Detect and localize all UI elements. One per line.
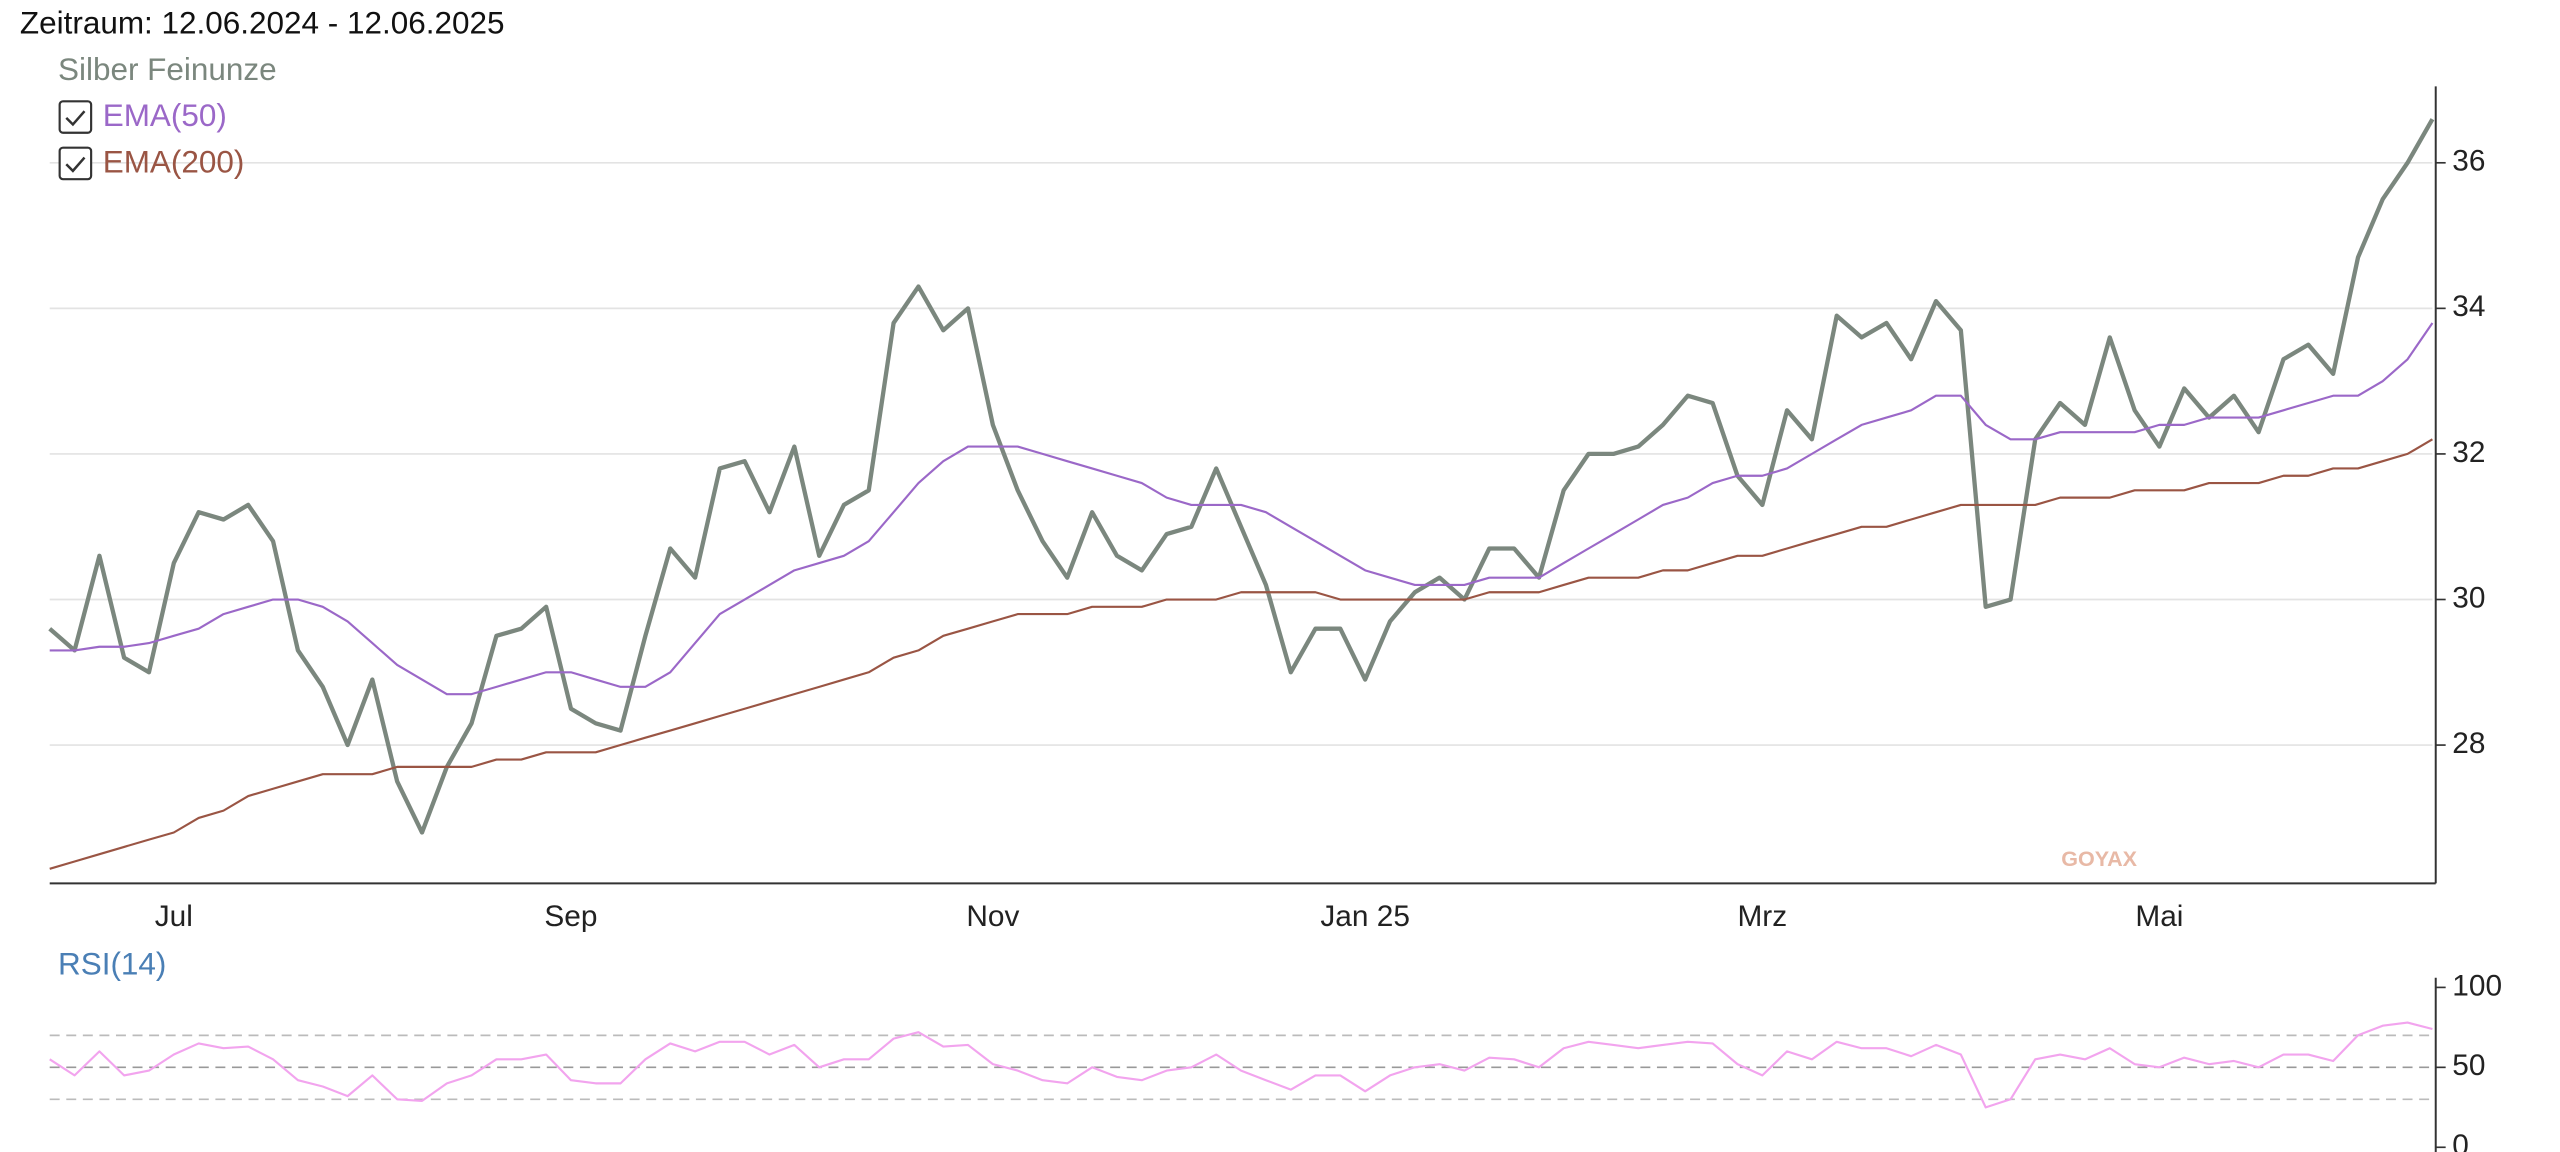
legend-label: Silber Feinunze xyxy=(58,52,277,87)
legend-label[interactable]: EMA(200) xyxy=(103,145,245,180)
legend-checkbox[interactable] xyxy=(58,146,93,181)
y-tick-label: 50 xyxy=(2452,1049,2485,1082)
period-title: Zeitraum: 12.06.2024 - 12.06.2025 xyxy=(20,5,505,40)
x-tick-label: Sep xyxy=(544,900,597,933)
x-tick-label: Jan 25 xyxy=(1320,900,1410,933)
legend-check xyxy=(65,156,86,173)
legend-checkbox[interactable] xyxy=(58,100,93,134)
y-tick-label: 32 xyxy=(2452,436,2485,469)
y-tick-label: 30 xyxy=(2452,581,2485,614)
series-line xyxy=(49,438,2433,870)
x-tick-label: Nov xyxy=(966,900,1019,933)
x-tick-label: Mrz xyxy=(1737,900,1787,933)
series-line xyxy=(48,118,2435,835)
watermark: GOYAX xyxy=(2061,847,2137,871)
y-tick-label: 28 xyxy=(2452,727,2485,760)
legend-check xyxy=(65,110,86,127)
series-line xyxy=(49,322,2434,696)
x-tick-label: Jul xyxy=(155,900,193,933)
series-line xyxy=(49,1021,2433,1109)
y-tick-label: 34 xyxy=(2452,290,2485,323)
x-tick-label: Mai xyxy=(2135,900,2183,933)
legend-label: RSI(14) xyxy=(58,947,166,982)
y-tick-label: 100 xyxy=(2452,969,2502,1002)
y-tick-label: 36 xyxy=(2452,145,2485,178)
y-tick-label: 0 xyxy=(2452,1129,2469,1152)
legend-label[interactable]: EMA(50) xyxy=(103,98,227,133)
